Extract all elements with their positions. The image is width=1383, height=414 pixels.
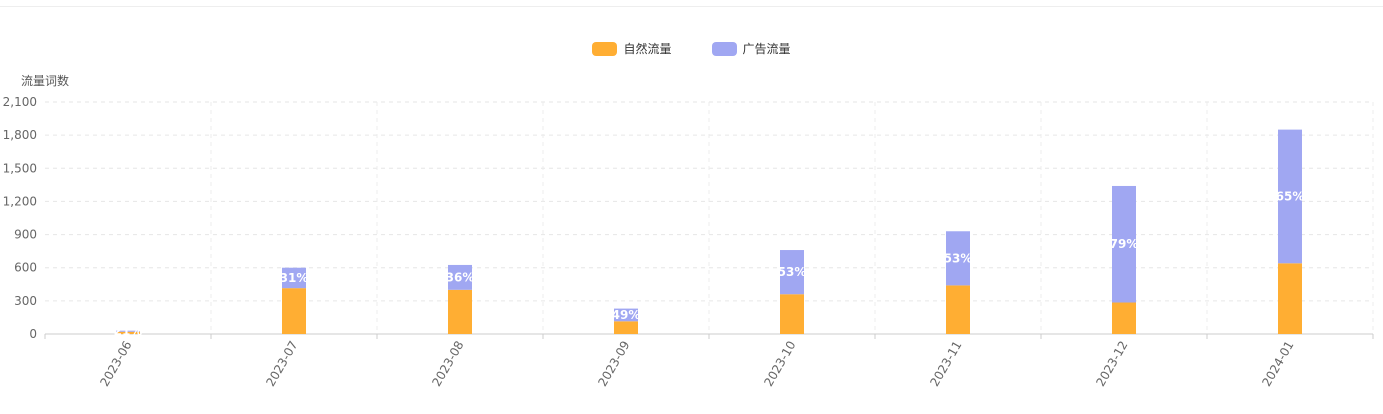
legend-swatch-natural (592, 41, 618, 56)
x-tick-label: 2023-06 (97, 339, 134, 389)
bar-ad (946, 231, 970, 286)
y-tick-label: 2,100 (3, 95, 37, 109)
x-tick-label: 2023-12 (1093, 339, 1130, 389)
x-tick-label: 2023-09 (595, 339, 632, 389)
x-tick-label: 2023-11 (927, 339, 964, 389)
bar-ad (448, 264, 472, 290)
y-tick-label: 1,200 (3, 194, 37, 208)
bar-percent-label: 49% (612, 308, 641, 322)
bar-percent-label: 21% (114, 324, 143, 338)
bar-natural (1278, 263, 1302, 334)
bar-percent-label: 31% (280, 271, 309, 285)
y-tick-label: 900 (14, 228, 37, 242)
bar-ad (282, 267, 306, 289)
bar-ad (1112, 185, 1136, 303)
bar-natural (946, 285, 970, 334)
bar-percent-label: 53% (778, 265, 807, 279)
bar-natural (116, 331, 140, 334)
legend-item-ad[interactable]: 广告流量 (711, 40, 791, 57)
bar-percent-label: 36% (446, 270, 475, 284)
bar-natural (448, 289, 472, 334)
bar-ad (116, 330, 140, 332)
bar-natural (780, 294, 804, 334)
y-tick-label: 1,500 (3, 161, 37, 175)
bar-natural (614, 321, 638, 334)
bar-natural (1112, 302, 1136, 334)
legend-item-natural[interactable]: 自然流量 (592, 40, 672, 57)
bar-natural (282, 288, 306, 334)
x-tick-label: 2023-10 (761, 339, 798, 389)
bar-percent-label: 65% (1276, 189, 1305, 203)
y-axis-title: 流量词数 (21, 74, 70, 88)
bar-ad (780, 250, 804, 295)
bar-ad (614, 308, 638, 322)
legend-label-ad: 广告流量 (742, 42, 791, 56)
bar-percent-label: 53% (944, 251, 973, 265)
y-tick-label: 0 (29, 327, 37, 341)
legend-label-natural: 自然流量 (623, 42, 672, 56)
x-tick-label: 2023-08 (429, 339, 466, 389)
legend: 自然流量 广告流量 (0, 40, 1383, 57)
legend-swatch-ad (711, 41, 737, 56)
top-divider (0, 6, 1383, 7)
bar-ad (1278, 129, 1302, 264)
x-tick-label: 2023-07 (263, 339, 300, 389)
y-tick-label: 1,800 (3, 128, 37, 142)
bar-percent-label: 79% (1110, 237, 1139, 251)
y-tick-label: 600 (14, 261, 37, 275)
y-tick-label: 300 (14, 294, 37, 308)
x-tick-label: 2024-01 (1259, 339, 1296, 389)
